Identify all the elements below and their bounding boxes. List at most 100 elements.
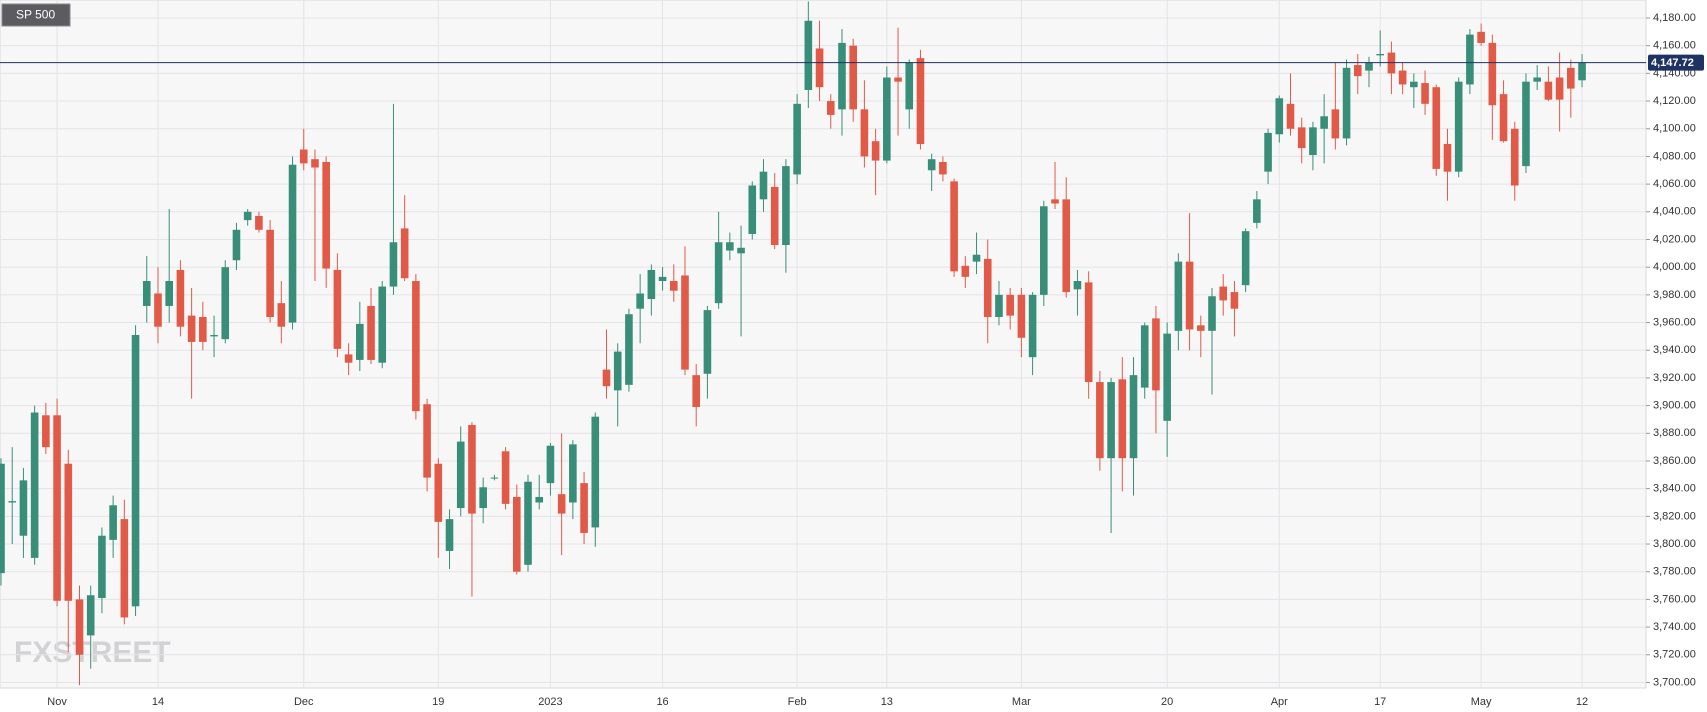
y-tick-label: 4,120.00 — [1653, 95, 1696, 107]
candle-body — [1017, 294, 1026, 338]
candle-body — [501, 451, 510, 504]
candle-body — [1219, 286, 1228, 301]
candle-body — [826, 101, 835, 115]
x-tick-label: 12 — [1576, 696, 1588, 708]
y-tick-label: 4,100.00 — [1653, 123, 1696, 135]
candle-body — [333, 269, 342, 349]
candle-body — [1163, 333, 1171, 421]
candle-body — [815, 48, 824, 88]
candle-body — [1152, 318, 1160, 391]
candle-body — [0, 463, 5, 574]
candle-body — [30, 412, 39, 558]
candle-body — [580, 483, 588, 533]
candle-body — [120, 519, 129, 618]
candle-body — [939, 161, 947, 175]
candle-body — [322, 161, 330, 269]
candle-body — [636, 293, 644, 309]
candle-body — [838, 42, 846, 110]
plot-area — [0, 0, 1647, 689]
candle-body — [1208, 296, 1216, 331]
candle-body — [243, 211, 252, 221]
title-box — [1, 3, 71, 27]
y-tick-label: 4,080.00 — [1653, 150, 1696, 162]
candle-body — [1096, 382, 1104, 459]
candle-body — [557, 494, 566, 514]
candle-body — [434, 463, 443, 522]
candle-body — [625, 314, 633, 385]
candle-body — [1118, 379, 1127, 459]
candle-body — [1353, 65, 1362, 77]
candle-body — [378, 286, 387, 363]
x-tick-label: 2023 — [538, 696, 562, 708]
candle-body — [1040, 206, 1048, 295]
candle-body — [1241, 231, 1250, 286]
candle-body — [1028, 294, 1037, 358]
candle-body — [423, 404, 431, 478]
candle-body — [311, 159, 319, 168]
candle-body — [1578, 62, 1586, 81]
candle-body — [860, 109, 869, 157]
candle-body — [1410, 81, 1418, 88]
candle-body — [995, 294, 1003, 318]
candle-body — [1443, 143, 1452, 172]
candle-body — [972, 254, 981, 262]
y-tick-label: 3,940.00 — [1653, 344, 1696, 356]
candle-body — [737, 247, 745, 254]
candle-body — [1006, 294, 1014, 316]
y-tick-label: 4,160.00 — [1653, 40, 1696, 52]
candle-body — [961, 265, 970, 277]
candle-body — [782, 166, 790, 246]
x-tick-label: 20 — [1161, 696, 1173, 708]
y-tick-label: 3,920.00 — [1653, 372, 1696, 384]
candle-body — [602, 369, 611, 387]
candle-body — [591, 416, 600, 528]
candle-body — [1140, 325, 1149, 388]
candle-body — [42, 415, 50, 448]
y-tick-label: 3,720.00 — [1653, 649, 1696, 661]
candles — [0, 1, 1586, 686]
last-price-box — [1648, 54, 1704, 71]
candle-body — [748, 185, 757, 234]
candle-body — [187, 315, 196, 342]
candle-body — [19, 480, 28, 536]
candle-body — [64, 463, 73, 601]
candle-body — [154, 293, 162, 327]
candle-body — [1051, 199, 1059, 204]
x-tick-label: Dec — [294, 696, 314, 708]
candle-body — [221, 267, 230, 340]
candle-body — [1253, 199, 1261, 223]
candle-body — [759, 171, 768, 200]
candle-body — [1073, 281, 1082, 290]
candle-body — [199, 317, 207, 342]
candle-body — [232, 229, 241, 261]
candle-body — [1398, 70, 1407, 85]
candle-body — [400, 228, 409, 279]
y-tick-label: 4,180.00 — [1653, 12, 1696, 24]
candle-body — [871, 141, 880, 161]
candle-body — [804, 20, 813, 90]
candle-body — [490, 477, 499, 479]
candle-body — [793, 103, 801, 175]
candle-body — [255, 215, 263, 230]
candle-body — [1499, 94, 1508, 142]
candle-body — [883, 77, 891, 161]
candle-body — [1510, 128, 1519, 186]
candle-body — [512, 496, 521, 572]
candle-body — [109, 505, 117, 540]
candle-body — [1365, 62, 1373, 71]
candle-body — [1342, 67, 1351, 139]
y-tick-label: 3,980.00 — [1653, 289, 1696, 301]
candle-body — [569, 444, 577, 503]
y-tick-label: 4,000.00 — [1653, 261, 1696, 273]
candle-body — [53, 415, 61, 601]
candle-body — [266, 229, 274, 318]
y-tick-label: 4,040.00 — [1653, 206, 1696, 218]
chart-title: SP 500 — [16, 8, 55, 22]
candle-body — [75, 599, 84, 655]
x-tick-label: 16 — [656, 696, 668, 708]
candle-body — [288, 164, 297, 323]
candle-body — [1466, 34, 1474, 85]
x-tick-label: Mar — [1012, 696, 1031, 708]
candle-body — [1477, 31, 1485, 43]
